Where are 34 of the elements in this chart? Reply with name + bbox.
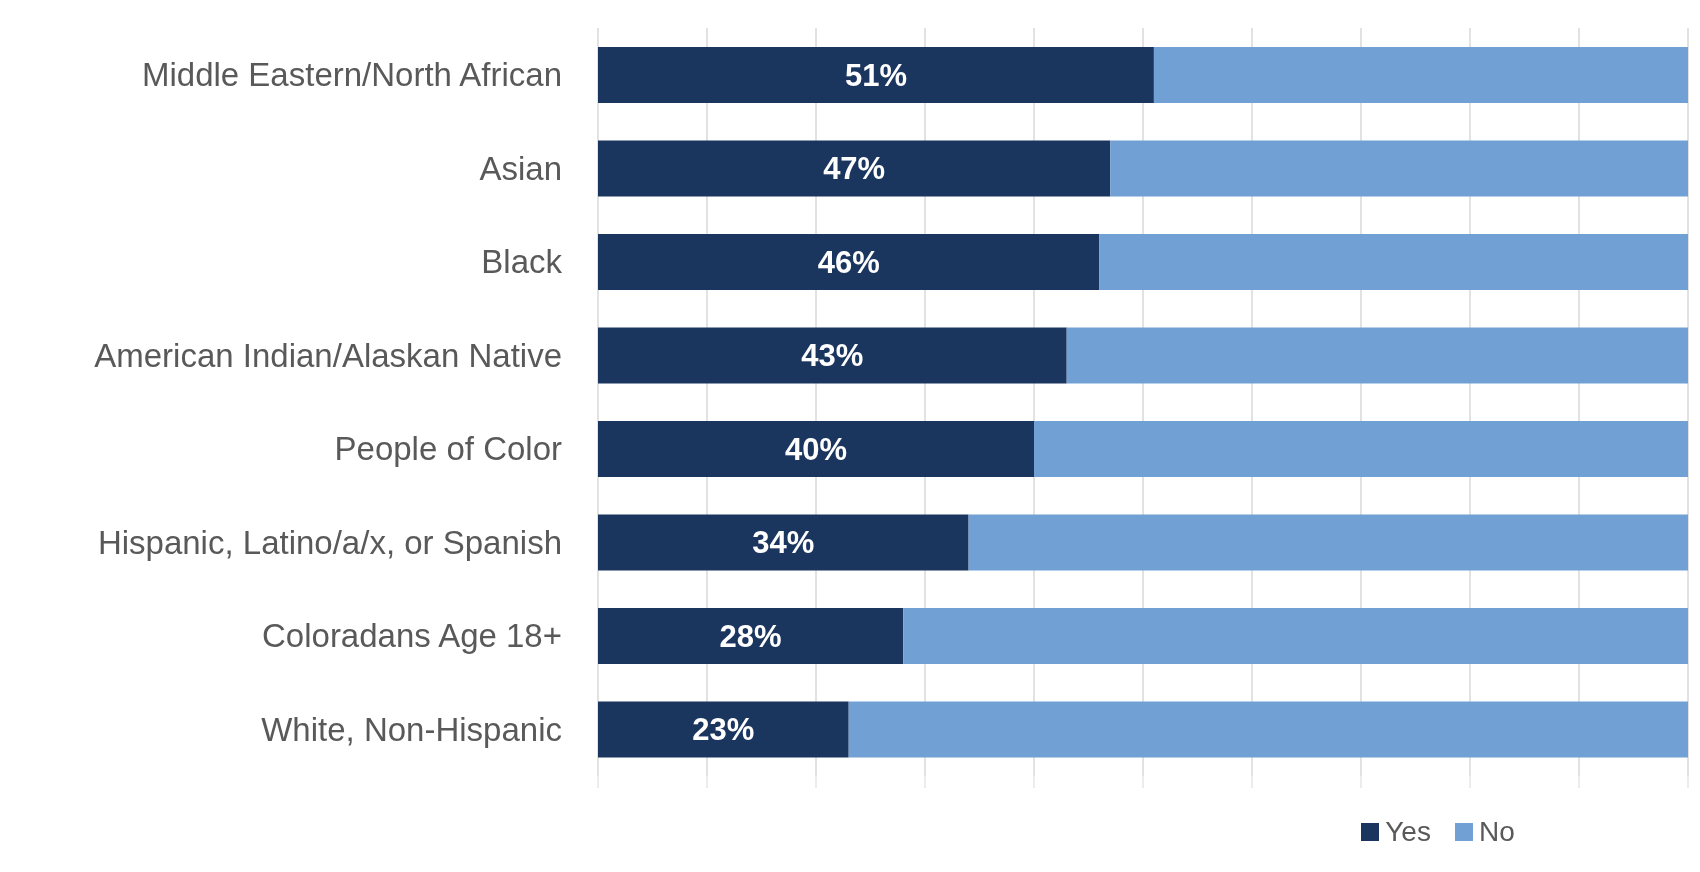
y-tick-label: Hispanic, Latino/a/x, or Spanish	[97, 523, 562, 561]
bar	[598, 140, 1111, 197]
data-label: 43%	[801, 338, 864, 373]
bar	[848, 701, 1688, 758]
y-tick-label: Middle Eastern/North African	[141, 56, 562, 94]
bar	[598, 701, 849, 758]
y-tick-label: Black	[481, 243, 563, 281]
bar	[598, 327, 1067, 384]
legend-label: Yes	[1384, 816, 1431, 848]
bar	[598, 234, 1100, 290]
data-label: 23%	[692, 712, 755, 747]
data-label: 47%	[823, 151, 886, 186]
bar	[598, 47, 1154, 103]
bar	[968, 514, 1688, 571]
data-label: 51%	[844, 57, 907, 93]
bar	[598, 514, 969, 571]
y-tick-label: Asian	[479, 149, 562, 187]
data-label: 28%	[719, 618, 782, 654]
y-tick-label: Coloradans Age 18+	[262, 617, 562, 655]
bar	[598, 421, 1034, 477]
data-label: 40%	[784, 431, 848, 467]
legend-label: No	[1477, 816, 1515, 848]
bar	[1066, 327, 1688, 384]
bar	[1034, 421, 1688, 477]
data-label: 46%	[817, 244, 880, 280]
y-tick-label: White, Non-Hispanic	[261, 710, 562, 748]
y-tick-label: American Indian/Alaskan Native	[94, 336, 562, 374]
y-tick-label: People of Color	[334, 430, 562, 468]
bar	[1099, 234, 1688, 290]
bar	[598, 608, 904, 664]
bar	[1153, 47, 1688, 103]
bar	[1110, 140, 1688, 197]
data-label: 34%	[752, 525, 815, 560]
bar	[903, 608, 1688, 664]
